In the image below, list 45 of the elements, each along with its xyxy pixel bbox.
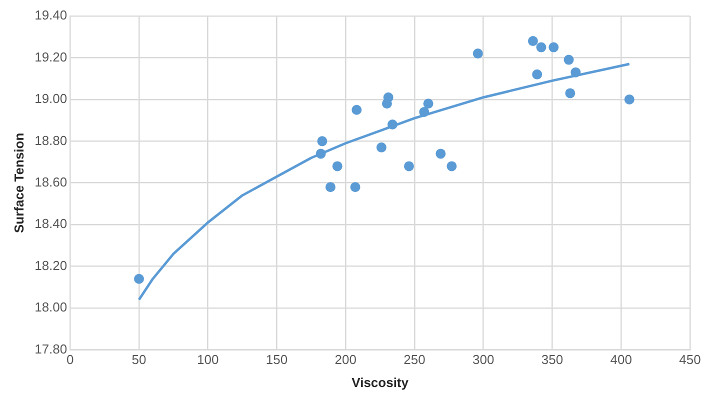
y-tick-label: 18.40	[34, 216, 68, 232]
y-tick-label: 18.20	[34, 258, 68, 273]
y-tick-label: 18.00	[34, 300, 68, 315]
x-tick-label: 250	[404, 352, 426, 368]
point	[376, 142, 386, 152]
point	[446, 161, 457, 172]
x-tick-label: 200	[334, 352, 356, 368]
y-tick-label: 19.00	[34, 91, 68, 106]
point	[624, 94, 634, 104]
x-tick-label: 450	[679, 352, 701, 368]
point	[472, 48, 483, 59]
point	[423, 98, 434, 109]
y-tick-label: 18.80	[34, 132, 68, 148]
point	[564, 54, 574, 65]
y-tick-label: 19.40	[34, 8, 68, 23]
point	[387, 119, 398, 130]
x-tick-label: 400	[610, 352, 632, 368]
point	[350, 182, 360, 192]
x-tick-label: 100	[197, 352, 219, 368]
point	[436, 148, 446, 159]
point	[325, 182, 336, 192]
x-tick-label: 350	[541, 352, 564, 368]
point	[316, 148, 326, 159]
point	[548, 42, 559, 52]
point	[332, 161, 342, 172]
point	[317, 136, 328, 146]
point	[404, 161, 414, 172]
point	[565, 88, 576, 98]
x-tick-label: 0	[66, 352, 74, 368]
y-tick-label: 18.60	[34, 174, 68, 190]
x-tick-label: 50	[132, 352, 146, 368]
y-axis-title: Surface Tension	[11, 132, 26, 233]
y-tick-label: 17.80	[34, 341, 68, 356]
point	[134, 274, 144, 284]
x-axis-title: Viscosity	[352, 374, 410, 390]
point	[419, 106, 430, 117]
point	[383, 92, 394, 102]
point	[532, 69, 542, 80]
point	[528, 36, 538, 46]
point	[536, 42, 546, 52]
x-tick-label: 300	[472, 352, 494, 368]
y-tick-label: 19.20	[34, 49, 68, 64]
point	[352, 104, 362, 115]
x-tick-label: 150	[266, 352, 288, 368]
point	[570, 67, 581, 78]
